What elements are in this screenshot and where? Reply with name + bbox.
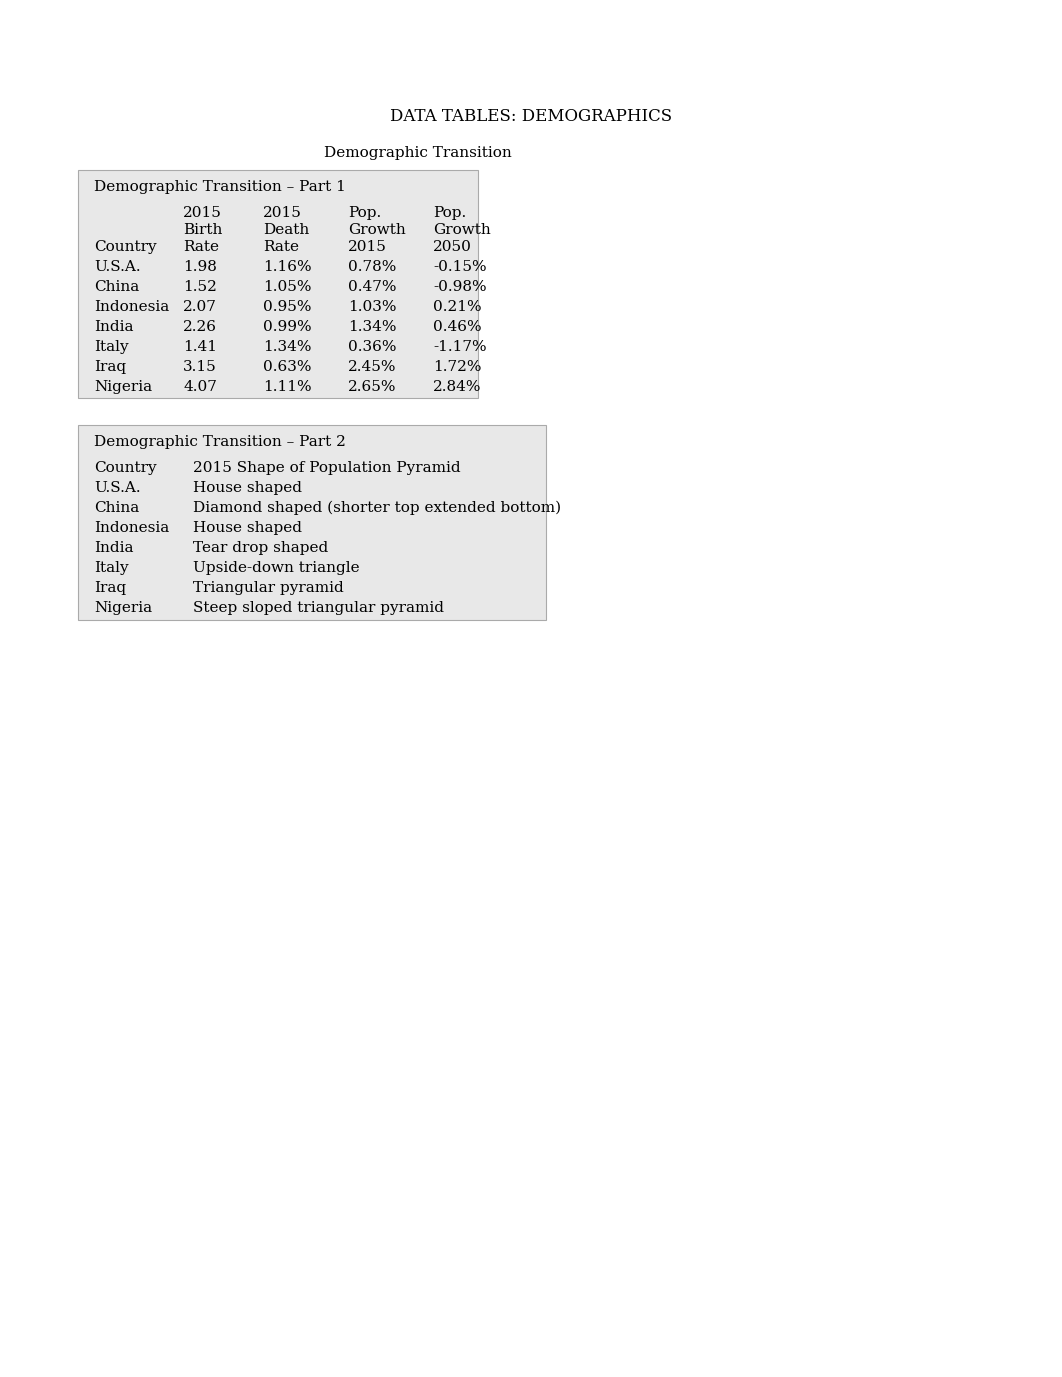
Text: 1.98: 1.98: [183, 260, 217, 274]
Text: Indonesia: Indonesia: [95, 521, 169, 536]
Bar: [78, 425, 546, 620]
Text: U.S.A.: U.S.A.: [95, 481, 140, 494]
Text: Pop.: Pop.: [433, 207, 466, 220]
Text: Iraq: Iraq: [95, 359, 126, 375]
Text: 0.63%: 0.63%: [263, 359, 311, 375]
Text: 0.99%: 0.99%: [263, 319, 311, 335]
Text: -1.17%: -1.17%: [433, 340, 486, 354]
Text: Country: Country: [95, 240, 156, 253]
Text: Growth: Growth: [348, 223, 406, 237]
Text: -0.15%: -0.15%: [433, 260, 486, 274]
Text: 2.07: 2.07: [183, 300, 217, 314]
Text: Indonesia: Indonesia: [95, 300, 169, 314]
Text: 1.52: 1.52: [183, 280, 217, 295]
Text: 1.03%: 1.03%: [348, 300, 396, 314]
Text: Demographic Transition – Part 2: Demographic Transition – Part 2: [95, 435, 346, 449]
Text: 2015 Shape of Population Pyramid: 2015 Shape of Population Pyramid: [193, 461, 461, 475]
Text: 4.07: 4.07: [183, 380, 217, 394]
Text: Death: Death: [263, 223, 309, 237]
Text: 1.11%: 1.11%: [263, 380, 311, 394]
Text: 2.65%: 2.65%: [348, 380, 396, 394]
Text: China: China: [95, 280, 139, 295]
Text: 1.16%: 1.16%: [263, 260, 311, 274]
Text: -0.98%: -0.98%: [433, 280, 486, 295]
Text: House shaped: House shaped: [193, 481, 302, 494]
Text: House shaped: House shaped: [193, 521, 302, 536]
Text: 1.34%: 1.34%: [348, 319, 396, 335]
Text: 3.15: 3.15: [183, 359, 217, 375]
Text: 2050: 2050: [433, 240, 472, 253]
Text: 0.78%: 0.78%: [348, 260, 396, 274]
Text: 2.26: 2.26: [183, 319, 217, 335]
Text: Rate: Rate: [183, 240, 219, 253]
Text: 2.84%: 2.84%: [433, 380, 481, 394]
Text: Diamond shaped (shorter top extended bottom): Diamond shaped (shorter top extended bot…: [193, 501, 561, 515]
Text: 0.95%: 0.95%: [263, 300, 311, 314]
Text: India: India: [95, 541, 134, 555]
Text: Demographic Transition – Part 1: Demographic Transition – Part 1: [95, 180, 346, 194]
Text: Steep sloped triangular pyramid: Steep sloped triangular pyramid: [193, 600, 444, 616]
Text: Tear drop shaped: Tear drop shaped: [193, 541, 328, 555]
Text: 0.36%: 0.36%: [348, 340, 396, 354]
Text: India: India: [95, 319, 134, 335]
Text: 2.45%: 2.45%: [348, 359, 396, 375]
Text: Nigeria: Nigeria: [95, 600, 152, 616]
Text: 0.46%: 0.46%: [433, 319, 482, 335]
Text: Iraq: Iraq: [95, 581, 126, 595]
Text: 1.72%: 1.72%: [433, 359, 481, 375]
Text: DATA TABLES: DEMOGRAPHICS: DATA TABLES: DEMOGRAPHICS: [390, 107, 672, 125]
Text: Nigeria: Nigeria: [95, 380, 152, 394]
Text: 0.47%: 0.47%: [348, 280, 396, 295]
Text: 1.34%: 1.34%: [263, 340, 311, 354]
Text: U.S.A.: U.S.A.: [95, 260, 140, 274]
Text: 2015: 2015: [348, 240, 387, 253]
Text: Italy: Italy: [95, 340, 129, 354]
Text: Rate: Rate: [263, 240, 299, 253]
Text: Italy: Italy: [95, 560, 129, 576]
Text: Pop.: Pop.: [348, 207, 381, 220]
Text: 2015: 2015: [183, 207, 222, 220]
Text: 0.21%: 0.21%: [433, 300, 482, 314]
Text: 2015: 2015: [263, 207, 302, 220]
Text: 1.05%: 1.05%: [263, 280, 311, 295]
Bar: [78, 169, 478, 398]
Text: Growth: Growth: [433, 223, 491, 237]
Text: Demographic Transition: Demographic Transition: [324, 146, 512, 160]
Text: 1.41: 1.41: [183, 340, 217, 354]
Text: China: China: [95, 501, 139, 515]
Text: Country: Country: [95, 461, 156, 475]
Text: Birth: Birth: [183, 223, 222, 237]
Text: Triangular pyramid: Triangular pyramid: [193, 581, 344, 595]
Text: Upside-down triangle: Upside-down triangle: [193, 560, 360, 576]
